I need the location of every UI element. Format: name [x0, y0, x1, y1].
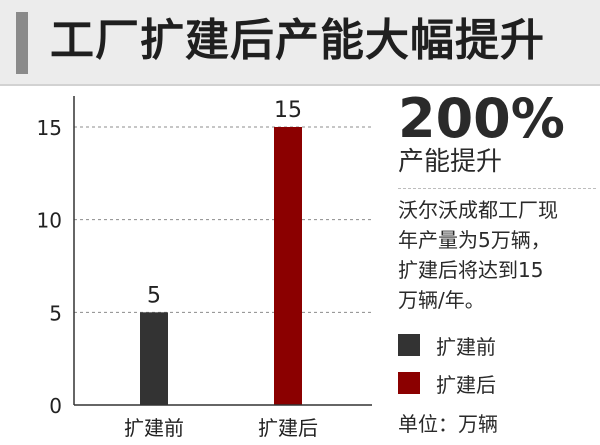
x-tick-label: 扩建前: [124, 416, 184, 440]
unit-label: 单位：万辆: [398, 412, 498, 436]
legend-item-after: 扩建后: [398, 368, 496, 398]
bar: [274, 127, 302, 405]
y-tick-label: 10: [37, 209, 62, 233]
description-line: 年产量为5万辆，: [398, 228, 551, 252]
data-label: 5: [147, 283, 161, 308]
y-tick-label: 5: [49, 301, 62, 325]
side-divider: [398, 188, 596, 189]
y-tick-label: 0: [49, 394, 62, 418]
description: 沃尔沃成都工厂现 年产量为5万辆， 扩建后将达到15 万辆/年。: [398, 195, 598, 315]
title-bar: 工厂扩建后产能大幅提升: [0, 0, 600, 84]
description-line: 扩建后将达到15: [398, 258, 544, 282]
legend-label-after: 扩建后: [436, 372, 496, 397]
capacity-increase-value: 200%: [398, 87, 565, 150]
capacity-increase-label: 产能提升: [398, 147, 503, 177]
x-tick-label: 扩建后: [258, 416, 318, 440]
bar-chart: 0 5 10 15 5 扩建前 15 扩建后: [37, 96, 372, 440]
title-accent-bar: [16, 12, 28, 74]
bar: [140, 312, 168, 405]
y-tick-label: 15: [37, 116, 62, 140]
data-label: 15: [274, 98, 302, 123]
header-divider: [0, 84, 600, 86]
description-line: 沃尔沃成都工厂现: [398, 198, 558, 222]
legend-item-before: 扩建前: [398, 330, 496, 360]
description-line: 万辆/年。: [398, 288, 485, 312]
legend-swatch-after: [398, 372, 420, 394]
legend-swatch-before: [398, 334, 420, 356]
page-title: 工厂扩建后产能大幅提升: [50, 15, 545, 66]
legend-label-before: 扩建前: [436, 334, 496, 359]
